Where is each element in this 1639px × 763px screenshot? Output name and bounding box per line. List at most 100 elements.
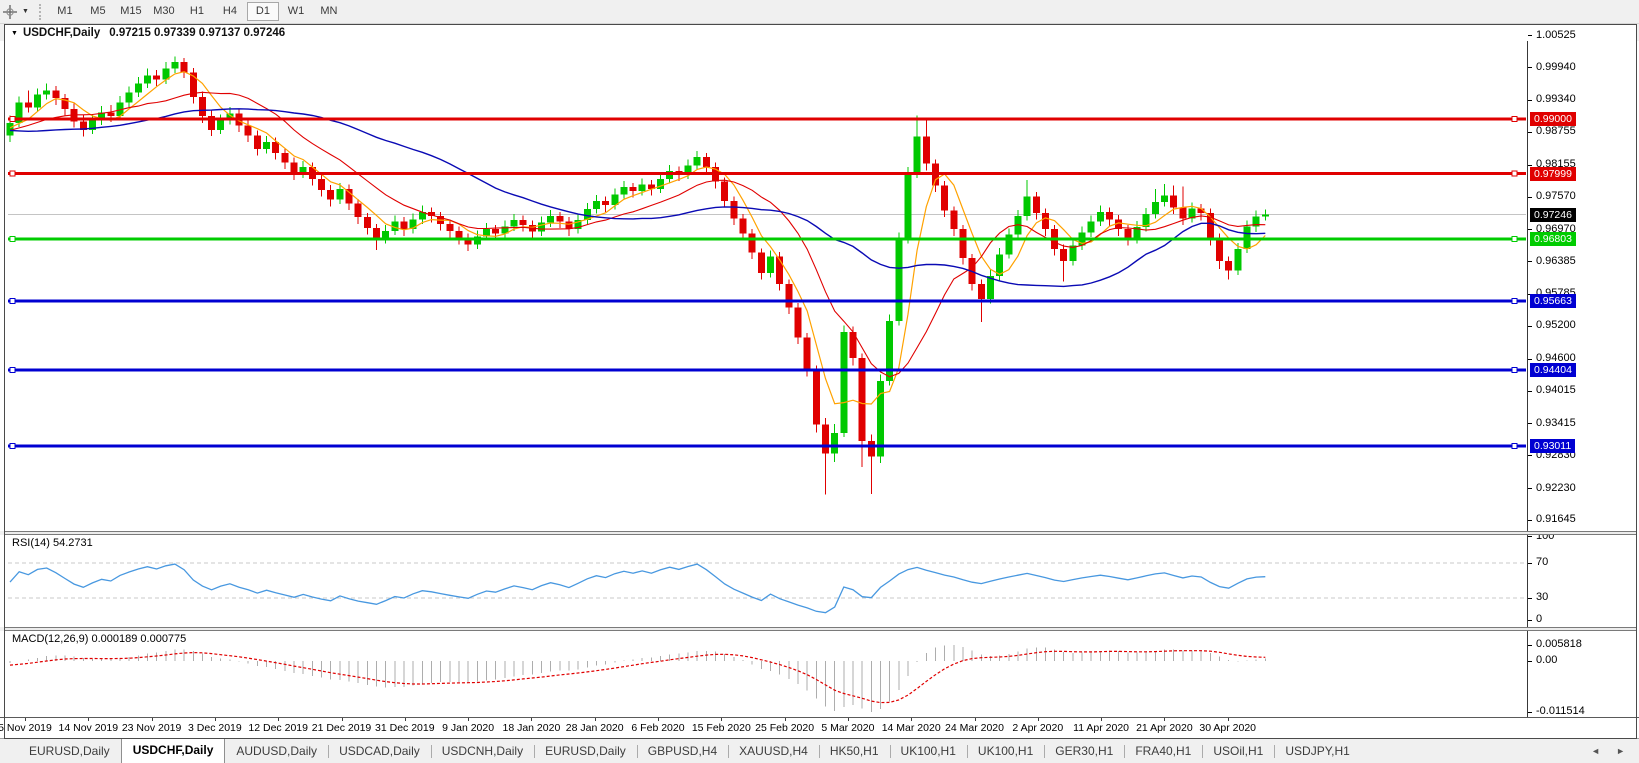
- hline-price-box[interactable]: 0.94404: [1530, 362, 1576, 377]
- timeframe-button-M1[interactable]: M1: [57, 5, 73, 17]
- price-axis-label: 0.93415: [1536, 416, 1576, 429]
- rsi-indicator-pane[interactable]: [0, 535, 1527, 627]
- macd-axis-label: 0.005818: [1536, 638, 1582, 651]
- timeframe-button-H1[interactable]: H1: [189, 5, 204, 17]
- tab-scroll-left-icon[interactable]: ◄: [1591, 746, 1601, 756]
- hline-price-box[interactable]: 0.96803: [1530, 231, 1576, 246]
- tab-usdjpy-h1[interactable]: USDJPY,H1: [1274, 740, 1360, 763]
- date-tick: [214, 718, 216, 721]
- date-axis-label: 21 Apr 2020: [1136, 722, 1193, 734]
- macd-axis-label: -0.011514: [1536, 705, 1585, 717]
- macd-axis-label: 0.00: [1536, 654, 1558, 666]
- tool-dropdown-icon[interactable]: ▼: [22, 8, 29, 15]
- price-axis-label: 1.00525: [1536, 28, 1576, 41]
- timeframe-button-D1[interactable]: D1: [246, 2, 279, 21]
- rsi-axis-label: 0: [1536, 613, 1543, 625]
- date-tick: [151, 718, 153, 721]
- date-axis-label: 12 Dec 2019: [248, 722, 308, 734]
- rsi-label: RSI(14) 54.2731: [12, 537, 93, 549]
- timeframe-button-M5[interactable]: M5: [90, 5, 106, 17]
- hline-price-box[interactable]: 0.99000: [1530, 111, 1576, 126]
- tab-usdcad-daily[interactable]: USDCAD,Daily: [328, 740, 431, 763]
- timeframe-button-W1[interactable]: W1: [287, 5, 305, 17]
- date-axis-label: 6 Feb 2020: [631, 722, 685, 734]
- rsi-axis-label: 30: [1536, 591, 1549, 603]
- price-axis-label: 0.99940: [1536, 60, 1576, 73]
- date-axis-label: 23 Nov 2019: [121, 722, 182, 734]
- toolbar-grip: [38, 3, 41, 20]
- macd-tick: [1528, 711, 1532, 713]
- date-axis-label: 14 Mar 2020: [881, 722, 941, 734]
- macd-label: MACD(12,26,9) 0.000189 0.000775: [12, 633, 187, 645]
- tab-hk50-h1[interactable]: HK50,H1: [818, 740, 890, 763]
- tab-usoil-h1[interactable]: USOil,H1: [1202, 740, 1274, 763]
- date-axis-label: 2 Apr 2020: [1012, 722, 1064, 734]
- price-tick: [1528, 35, 1532, 37]
- tab-ger30-h1[interactable]: GER30,H1: [1044, 740, 1124, 763]
- timeframe-buttons: M1 M5 M15 M30 H1 H4 D1 W1 MN: [49, 2, 346, 21]
- hline-price-box[interactable]: 0.93011: [1530, 438, 1576, 453]
- date-tick: [404, 718, 406, 721]
- crosshair-tool-icon[interactable]: [2, 4, 20, 20]
- date-axis-label: 30 Apr 2020: [1199, 722, 1257, 734]
- date-tick: [25, 718, 26, 721]
- tab-xauusd-h4[interactable]: XAUUSD,H4: [728, 740, 819, 763]
- pane-splitter[interactable]: [4, 531, 1637, 535]
- date-axis-label: 3 Dec 2019: [188, 722, 242, 734]
- date-tick: [1227, 718, 1229, 721]
- tab-eurusd-daily[interactable]: EURUSD,Daily: [534, 740, 637, 763]
- price-axis-label: 0.96385: [1536, 254, 1576, 267]
- chart-symbol-title: USDCHF,Daily: [22, 27, 101, 39]
- price-tick: [1528, 99, 1532, 101]
- timeframe-button-MN[interactable]: MN: [320, 5, 338, 17]
- date-axis-label: 15 Feb 2020: [691, 722, 751, 734]
- date-tick: [88, 718, 90, 721]
- chart-dropdown-icon[interactable]: ▼: [11, 29, 18, 37]
- timeframe-button-H4[interactable]: H4: [222, 5, 237, 17]
- date-tick: [468, 718, 470, 721]
- chart-tab-bar: EURUSD,Daily USDCHF,Daily AUDUSD,Daily USDC…: [0, 738, 1639, 763]
- date-tick: [721, 718, 723, 721]
- price-axis-label: 0.97570: [1536, 190, 1576, 202]
- price-axis-label: 0.91645: [1536, 513, 1576, 526]
- date-axis-label: 5 Mar 2020: [821, 722, 875, 734]
- price-tick: [1528, 164, 1532, 166]
- timeframe-button-M30[interactable]: M30: [153, 5, 175, 17]
- tab-gbpusd-h4[interactable]: GBPUSD,H4: [636, 740, 728, 763]
- tab-scroll-arrows: ◄ ►: [1591, 746, 1625, 756]
- date-tick: [784, 718, 786, 721]
- current-price-box: 0.97246: [1530, 207, 1576, 222]
- main-candlestick-chart[interactable]: [0, 41, 1527, 531]
- pane-splitter[interactable]: [4, 627, 1637, 631]
- hline-price-box[interactable]: 0.95663: [1530, 294, 1576, 309]
- price-axis-label: 0.95200: [1536, 319, 1576, 332]
- date-axis-label: 21 Dec 2019: [311, 722, 372, 734]
- tab-uk100-h1[interactable]: UK100,H1: [889, 740, 967, 763]
- rsi-axis-label: 70: [1536, 556, 1549, 568]
- macd-indicator-pane[interactable]: [0, 631, 1527, 717]
- date-axis-label: 31 Dec 2019: [375, 722, 435, 734]
- price-tick: [1528, 67, 1532, 69]
- chart-ohlc-values: 0.97215 0.97339 0.97137 0.97246: [109, 27, 286, 39]
- tab-audusd-daily[interactable]: AUDUSD,Daily: [236, 744, 318, 758]
- date-axis-label: 9 Jan 2020: [442, 722, 495, 734]
- tab-usdchf-daily[interactable]: USDCHF,Daily: [120, 738, 226, 763]
- price-tick: [1528, 358, 1532, 360]
- date-axis-label: 14 Nov 2019: [58, 722, 119, 734]
- date-axis: 5 Nov 2019 14 Nov 2019 23 Nov 2019 3 Dec 20…: [0, 717, 1639, 738]
- date-tick: [847, 718, 849, 721]
- price-axis-label: 0.94600: [1536, 352, 1576, 365]
- price-tick: [1528, 488, 1532, 490]
- tab-uk100-h1[interactable]: UK100,H1: [966, 740, 1044, 763]
- tab-usdcnh-daily[interactable]: USDCNH,Daily: [430, 740, 534, 763]
- date-tick: [911, 718, 913, 721]
- price-tick: [1528, 131, 1532, 133]
- tab-eurusd-daily[interactable]: EURUSD,Daily: [29, 744, 110, 758]
- hline-price-box[interactable]: 0.97999: [1530, 166, 1576, 181]
- tab-fra40-h1[interactable]: FRA40,H1: [1124, 740, 1202, 763]
- date-axis-label: 24 Mar 2020: [945, 722, 1004, 734]
- rsi-tick: [1528, 562, 1532, 564]
- timeframe-button-M15[interactable]: M15: [120, 5, 142, 17]
- tab-scroll-right-icon[interactable]: ►: [1616, 746, 1625, 756]
- date-tick: [974, 718, 976, 721]
